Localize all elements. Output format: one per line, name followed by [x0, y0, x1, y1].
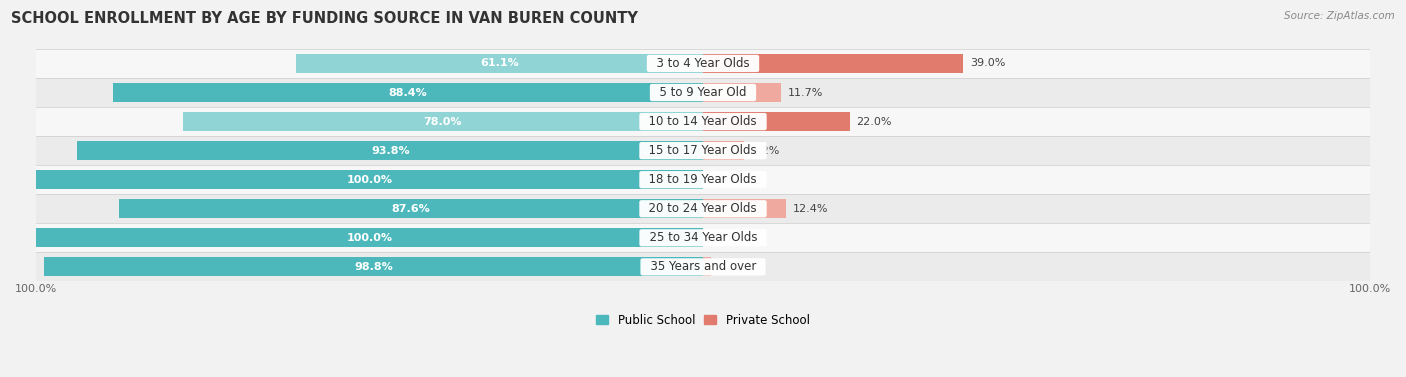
- Bar: [37, 223, 1369, 252]
- Text: 12.4%: 12.4%: [793, 204, 828, 214]
- Bar: [37, 107, 1369, 136]
- Bar: [183, 112, 703, 131]
- Text: 100.0%: 100.0%: [346, 175, 392, 185]
- Bar: [44, 257, 703, 276]
- Text: Source: ZipAtlas.com: Source: ZipAtlas.com: [1284, 11, 1395, 21]
- Bar: [295, 54, 703, 73]
- Text: 1.2%: 1.2%: [717, 262, 747, 272]
- Text: 10 to 14 Year Olds: 10 to 14 Year Olds: [641, 115, 765, 128]
- Text: 0.0%: 0.0%: [710, 233, 738, 243]
- Legend: Public School, Private School: Public School, Private School: [596, 314, 810, 326]
- Bar: [37, 252, 1369, 281]
- Text: 100.0%: 100.0%: [346, 233, 392, 243]
- Bar: [703, 112, 849, 131]
- Text: 0.0%: 0.0%: [710, 175, 738, 185]
- Bar: [703, 199, 786, 218]
- Text: 15 to 17 Year Olds: 15 to 17 Year Olds: [641, 144, 765, 157]
- Bar: [37, 78, 1369, 107]
- Bar: [37, 170, 703, 189]
- Text: 39.0%: 39.0%: [970, 58, 1005, 69]
- Text: 3 to 4 Year Olds: 3 to 4 Year Olds: [650, 57, 756, 70]
- Text: 87.6%: 87.6%: [391, 204, 430, 214]
- Text: 78.0%: 78.0%: [423, 116, 463, 127]
- Bar: [703, 141, 744, 160]
- Bar: [37, 228, 703, 247]
- Text: 5 to 9 Year Old: 5 to 9 Year Old: [652, 86, 754, 99]
- Bar: [703, 83, 780, 102]
- Bar: [114, 83, 703, 102]
- Bar: [77, 141, 703, 160]
- Bar: [120, 199, 703, 218]
- Text: 35 Years and over: 35 Years and over: [643, 261, 763, 273]
- Text: 88.4%: 88.4%: [389, 87, 427, 98]
- Text: 22.0%: 22.0%: [856, 116, 891, 127]
- Bar: [703, 54, 963, 73]
- Text: 20 to 24 Year Olds: 20 to 24 Year Olds: [641, 202, 765, 215]
- Text: 61.1%: 61.1%: [479, 58, 519, 69]
- Bar: [703, 257, 711, 276]
- Bar: [37, 49, 1369, 78]
- Bar: [37, 136, 1369, 165]
- Text: 6.2%: 6.2%: [751, 146, 779, 156]
- Text: 18 to 19 Year Olds: 18 to 19 Year Olds: [641, 173, 765, 186]
- Text: 98.8%: 98.8%: [354, 262, 392, 272]
- Text: 25 to 34 Year Olds: 25 to 34 Year Olds: [641, 231, 765, 244]
- Bar: [37, 165, 1369, 194]
- Text: 11.7%: 11.7%: [787, 87, 823, 98]
- Text: SCHOOL ENROLLMENT BY AGE BY FUNDING SOURCE IN VAN BUREN COUNTY: SCHOOL ENROLLMENT BY AGE BY FUNDING SOUR…: [11, 11, 638, 26]
- Text: 93.8%: 93.8%: [371, 146, 409, 156]
- Bar: [37, 194, 1369, 223]
